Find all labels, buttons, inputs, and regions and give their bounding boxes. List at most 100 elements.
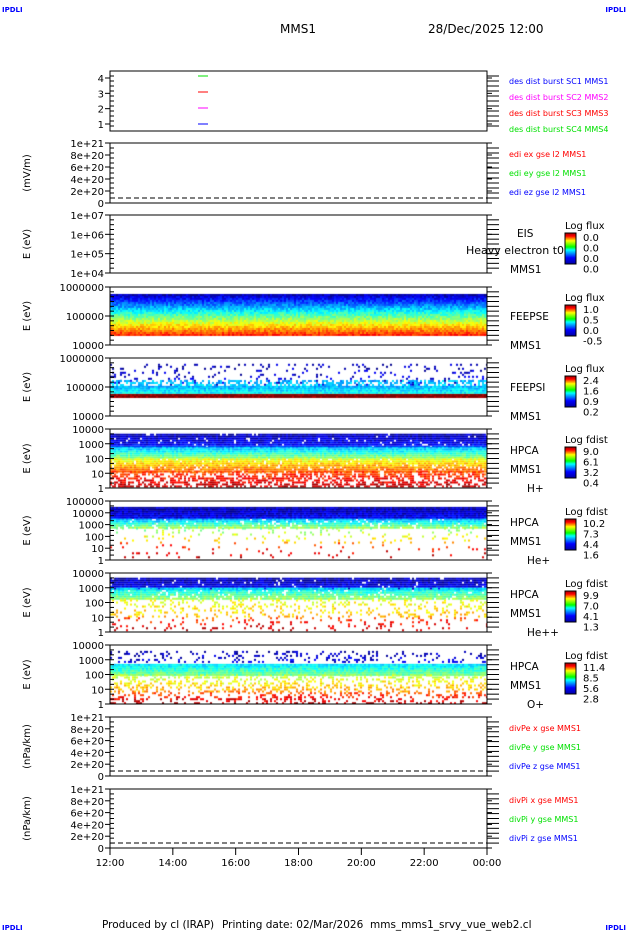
panel-3-frame <box>109 214 488 274</box>
panel-9-label: MMS1 <box>510 680 541 692</box>
panel-2-legend-entry: edi ey gse l2 MMS1 <box>509 169 587 178</box>
panel-8-ytick-label: 1 <box>98 628 104 639</box>
panel-9-spectrogram <box>110 645 487 704</box>
panel-4-spectrogram <box>110 287 487 345</box>
panel-9-colorbar <box>564 662 577 695</box>
panel-11-ytick-label: 6e+20 <box>70 809 104 820</box>
panel-9-colorbar-tick: 5.6 <box>583 684 599 695</box>
panel-3-ytick-label: 1e+06 <box>70 230 104 241</box>
panel-2-ytick-label: 2e+20 <box>70 187 104 198</box>
xtick-label: 00:00 <box>473 858 502 869</box>
panel-10-ytick-label: 2e+20 <box>70 760 104 771</box>
panel-7-ytick-label: 1000 <box>79 521 104 532</box>
panel-4-ytick-label: 100000 <box>66 312 104 323</box>
panel-5-ylabel: E (eV) <box>22 372 33 402</box>
panel-5-colorbar-tick: 1.6 <box>583 387 599 398</box>
panel-10-legend-entry: divPe z gse MMS1 <box>509 762 580 771</box>
panel-4-colorbar <box>564 304 577 337</box>
panel-8-ylabel: E (eV) <box>22 587 33 617</box>
panel-3-colorbar-title: Log flux <box>565 221 605 232</box>
panel-5-frame <box>109 357 488 417</box>
xtick-label: 22:00 <box>410 858 439 869</box>
panel-6-label: MMS1 <box>510 464 541 476</box>
panel-10-legend-entry: divPe y gse MMS1 <box>509 743 581 752</box>
panel-10-ytick-label: 0 <box>98 772 104 783</box>
footer-printing: Printing date: 02/Mar/2026 <box>222 919 364 931</box>
panel-9-ytick-label: 10 <box>91 685 104 696</box>
panel-1-legend-entry: des dist burst SC3 MMS3 <box>509 109 608 118</box>
panel-9-label: HPCA <box>510 661 540 673</box>
panel-8-ytick-label: 10 <box>91 613 104 624</box>
xtick-label: 18:00 <box>284 858 313 869</box>
panel-2-ytick-label: 8e+20 <box>70 151 104 162</box>
panel-7-ytick-label: 100000 <box>66 497 104 508</box>
panel-5-colorbar-tick: 0.2 <box>583 408 599 419</box>
panel-7-colorbar-tick: 7.3 <box>583 530 599 541</box>
panel-3-ytick-label: 1e+07 <box>70 211 104 222</box>
panel-8-spectrogram <box>110 573 487 632</box>
panel-6-frame <box>109 428 488 489</box>
panel-5-label: FEEPSI <box>510 382 545 394</box>
panel-7-colorbar <box>564 518 577 551</box>
panel-10-ytick-label: 8e+20 <box>70 725 104 736</box>
panel-3-ylabel: E (eV) <box>22 229 33 259</box>
panel-5-ytick-label: 1000000 <box>59 354 104 365</box>
panel-9-colorbar-tick: 11.4 <box>583 663 605 674</box>
panel-3-label: Heavy electron t0 <box>466 244 564 257</box>
panel-3-ytick-label: 1e+04 <box>70 269 104 280</box>
panel-7-ylabel: E (eV) <box>22 515 33 545</box>
corner-label-br: IPDLI <box>605 924 626 932</box>
panel-7-label: He+ <box>527 555 550 567</box>
footer-produced: Produced by cl (IRAP) <box>102 919 215 931</box>
panel-4-colorbar-title: Log flux <box>565 293 605 304</box>
xtick-label: 16:00 <box>221 858 250 869</box>
panel-7-ytick-label: 10000 <box>72 509 104 520</box>
panel-7-colorbar-title: Log fdist <box>565 507 608 518</box>
panel-2-ylabel: (mV/m) <box>22 154 33 192</box>
panel-8-ytick-label: 1000 <box>79 584 104 595</box>
panel-8-frame <box>109 572 488 633</box>
panel-4-ytick-label: 1000000 <box>59 283 104 294</box>
panel-7-colorbar-tick: 1.6 <box>583 551 599 562</box>
panel-10-legend-entry: divPe x gse MMS1 <box>509 724 581 733</box>
panel-1-frame <box>109 70 488 132</box>
panel-4-colorbar-tick: 0.0 <box>583 326 599 337</box>
panel-6-colorbar-tick: 0.4 <box>583 479 599 490</box>
panel-8-label: He++ <box>527 627 559 639</box>
panel-3-label: MMS1 <box>510 264 541 276</box>
panel-10-frame <box>109 716 488 777</box>
panel-7-label: MMS1 <box>510 536 541 548</box>
panel-1-legend-entry: des dist burst SC1 MMS1 <box>509 77 608 86</box>
panel-9-ytick-label: 100 <box>85 671 104 682</box>
panel-2-legend-entry: edi ez gse l2 MMS1 <box>509 188 586 197</box>
panel-7-spectrogram <box>110 501 487 560</box>
panel-6-label: HPCA <box>510 445 540 457</box>
panel-8-ytick-label: 10000 <box>72 569 104 580</box>
panel-9-colorbar-tick: 8.5 <box>583 674 599 685</box>
corner-label-tl: IPDLI <box>2 6 23 14</box>
panel-11-frame <box>109 788 488 849</box>
panel-3-colorbar <box>564 232 577 265</box>
panel-6-ytick-label: 10000 <box>72 425 104 436</box>
panel-3-label: EIS <box>517 228 534 240</box>
panel-6-colorbar-title: Log fdist <box>565 435 608 446</box>
panel-5-colorbar-title: Log flux <box>565 364 605 375</box>
panel-6-ytick-label: 1000 <box>79 440 104 451</box>
panel-11-legend-entry: divPi y gse MMS1 <box>509 815 578 824</box>
panel-6-ytick-label: 10 <box>91 469 104 480</box>
corner-label-tr: IPDLI <box>605 6 626 14</box>
panel-6-colorbar-tick: 3.2 <box>583 468 599 479</box>
panel-10-ytick-label: 4e+20 <box>70 748 104 759</box>
panel-4-colorbar-tick: 1.0 <box>583 305 599 316</box>
panel-9-ylabel: E (eV) <box>22 659 33 689</box>
panel-4-colorbar-tick: 0.5 <box>583 316 599 327</box>
panel-6-ytick-label: 1 <box>98 484 104 495</box>
panel-7-ytick-label: 100 <box>85 532 104 543</box>
panel-8-colorbar-tick: 1.3 <box>583 623 599 634</box>
panel-7-frame <box>109 500 488 561</box>
footer-file: mms_mms1_srvy_vue_web2.cl <box>370 919 532 931</box>
panel-8-label: MMS1 <box>510 608 541 620</box>
panel-7-colorbar-tick: 4.4 <box>583 540 599 551</box>
panel-6-colorbar-tick: 9.0 <box>583 447 599 458</box>
